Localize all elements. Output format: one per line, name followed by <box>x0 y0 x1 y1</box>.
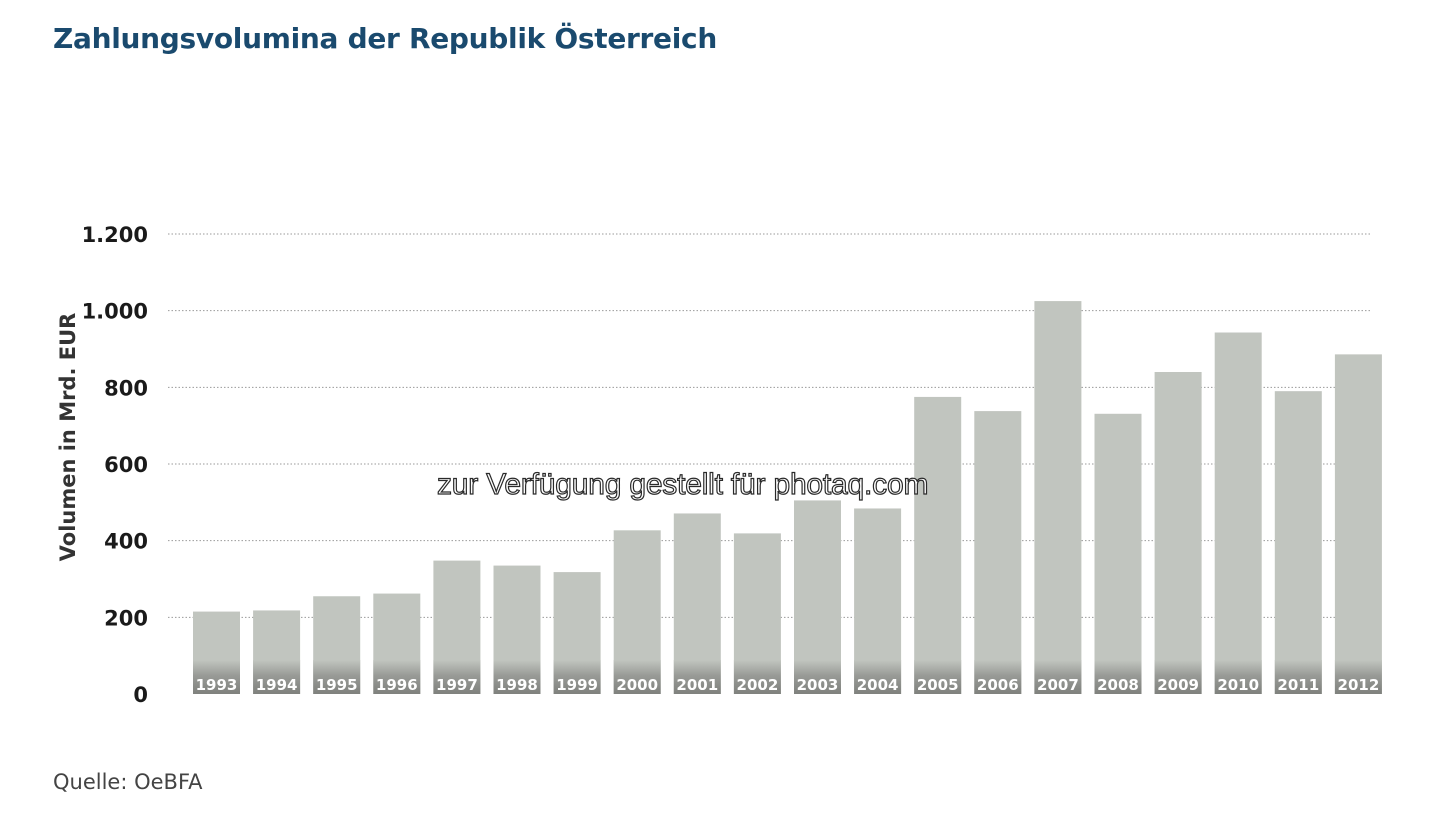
y-tick-label: 200 <box>104 606 148 630</box>
bar-2010 <box>1214 332 1262 694</box>
bar-label-band <box>1154 660 1202 694</box>
bar-group-1996: 1996 <box>373 593 421 694</box>
bar-2005 <box>914 396 962 694</box>
bar-group-1998: 1998 <box>493 565 541 694</box>
bar-group-2005: 2005 <box>914 396 962 694</box>
x-tick-label: 1996 <box>376 676 418 694</box>
bar-label-band <box>1094 660 1142 694</box>
bar-label-band <box>854 660 902 694</box>
x-tick-label: 2006 <box>977 676 1019 694</box>
bar-group-2011: 2011 <box>1274 391 1322 694</box>
y-tick-label: 1.000 <box>82 300 148 324</box>
bar-label-band <box>493 660 541 694</box>
chart-title: Zahlungsvolumina der Republik Österreich <box>53 22 717 55</box>
x-tick-label: 2001 <box>676 676 718 694</box>
x-tick-label: 1999 <box>556 676 598 694</box>
bar-group-2009: 2009 <box>1154 372 1202 694</box>
bar-group-2004: 2004 <box>854 508 902 694</box>
bar-label-band <box>373 660 421 694</box>
bars: 1993 1994 1995 1996 1997 1998 1999 2000 2001 2002… <box>193 301 1382 694</box>
bar-label-band <box>914 660 962 694</box>
bar-label-band <box>1214 660 1262 694</box>
x-tick-label: 1993 <box>196 676 238 694</box>
x-tick-label: 1997 <box>436 676 478 694</box>
bar-2007 <box>1034 301 1082 694</box>
bar-label-band <box>1274 660 1322 694</box>
x-tick-label: 2007 <box>1037 676 1079 694</box>
source-note: Quelle: OeBFA <box>53 770 203 794</box>
bar-label-band <box>974 660 1022 694</box>
bar-2008 <box>1094 413 1142 694</box>
bar-2011 <box>1274 391 1322 694</box>
bar-group-2003: 2003 <box>794 500 841 694</box>
y-tick-label: 800 <box>104 376 148 400</box>
bar-group-1995: 1995 <box>313 596 361 694</box>
bar-label-band <box>1334 660 1382 694</box>
bar-group-2012: 2012 <box>1334 354 1382 694</box>
bar-group-2000: 2000 <box>613 530 661 694</box>
bar-group-1994: 1994 <box>253 610 301 694</box>
bar-label-band <box>313 660 361 694</box>
x-tick-label: 2005 <box>917 676 959 694</box>
bar-group-2008: 2008 <box>1094 413 1142 694</box>
bar-2012 <box>1334 354 1382 694</box>
x-tick-label: 2008 <box>1097 676 1139 694</box>
x-tick-label: 2003 <box>797 676 839 694</box>
bar-label-band <box>253 660 301 694</box>
bar-group-1997: 1997 <box>433 560 481 694</box>
bar-2006 <box>974 411 1022 694</box>
y-tick-label: 1.200 <box>82 223 148 247</box>
x-tick-label: 1998 <box>496 676 538 694</box>
bar-group-2006: 2006 <box>974 411 1022 694</box>
x-tick-label: 2010 <box>1217 676 1259 694</box>
x-tick-label: 2004 <box>857 676 899 694</box>
bar-label-band <box>1034 660 1082 694</box>
y-tick-label: 600 <box>104 453 148 477</box>
y-tick-label: 400 <box>104 530 148 554</box>
y-tick-label: 0 <box>133 683 148 707</box>
x-tick-label: 2000 <box>616 676 658 694</box>
bar-label-band <box>193 660 240 694</box>
watermark-text: zur Verfügung gestellt für photaq.com <box>436 467 929 501</box>
bar-group-1993: 1993 <box>193 611 240 694</box>
y-axis-ticks: 0 200 400 600 800 1.000 1.200 <box>82 223 148 707</box>
bar-label-band <box>553 660 601 694</box>
bar-2009 <box>1154 372 1202 694</box>
bar-group-2002: 2002 <box>733 533 781 694</box>
bar-group-2007: 2007 <box>1034 301 1082 694</box>
bar-label-band <box>794 660 841 694</box>
bar-label-band <box>433 660 481 694</box>
x-tick-label: 1994 <box>256 676 298 694</box>
bar-label-band <box>733 660 781 694</box>
bar-label-band <box>673 660 721 694</box>
y-axis-label: Volumen in Mrd. EUR <box>56 313 80 562</box>
bar-label-band <box>613 660 661 694</box>
x-tick-label: 1995 <box>316 676 358 694</box>
bar-group-2001: 2001 <box>673 513 721 694</box>
x-tick-label: 2002 <box>737 676 779 694</box>
x-tick-label: 2012 <box>1338 676 1380 694</box>
bar-group-1999: 1999 <box>553 572 601 694</box>
x-tick-label: 2011 <box>1277 676 1319 694</box>
x-tick-label: 2009 <box>1157 676 1199 694</box>
bar-group-2010: 2010 <box>1214 332 1262 694</box>
